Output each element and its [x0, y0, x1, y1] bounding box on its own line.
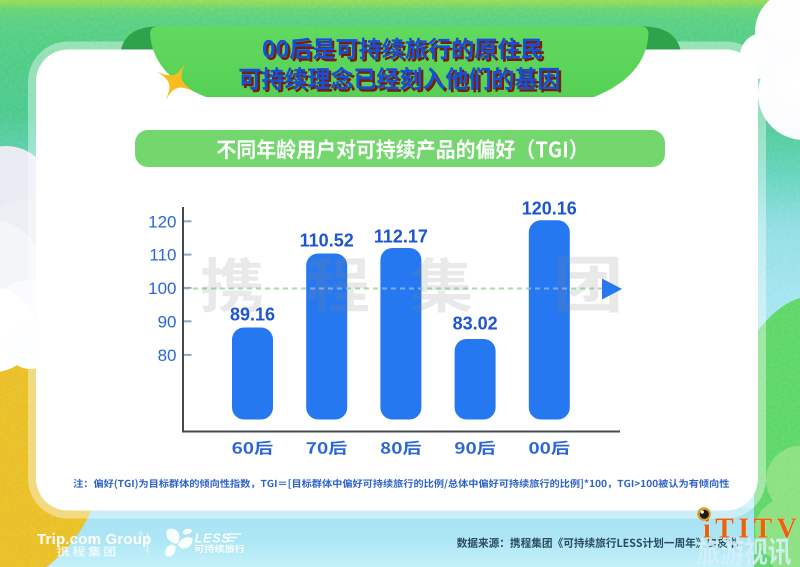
svg-text:90: 90 [158, 312, 177, 331]
svg-text:112.17: 112.17 [374, 226, 428, 246]
svg-text:120.16: 120.16 [522, 198, 577, 218]
svg-text:®: ® [139, 531, 144, 538]
svg-text:110.52: 110.52 [300, 230, 354, 250]
svg-text:83.02: 83.02 [453, 313, 498, 333]
svg-text:100: 100 [148, 279, 176, 298]
svg-text:Trip.com Group: Trip.com Group [37, 531, 151, 548]
svg-text:LESS: LESS [195, 531, 231, 546]
svg-text:89.16: 89.16 [230, 304, 275, 324]
svg-text:120: 120 [148, 212, 176, 231]
svg-text:110: 110 [149, 246, 176, 265]
svg-text:80: 80 [158, 346, 177, 365]
